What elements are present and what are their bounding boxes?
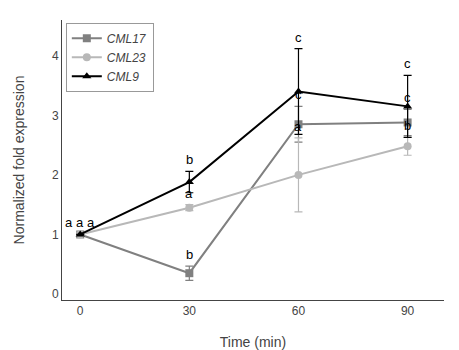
svg-text:c: c — [404, 56, 411, 71]
svg-text:Normalized fold expression: Normalized fold expression — [11, 76, 27, 245]
svg-text:a: a — [76, 215, 84, 230]
svg-text:1: 1 — [52, 228, 59, 242]
svg-text:b: b — [404, 118, 411, 133]
svg-text:c: c — [295, 87, 302, 102]
svg-text:0: 0 — [77, 304, 84, 318]
svg-text:CML17: CML17 — [107, 32, 147, 46]
svg-text:4: 4 — [52, 49, 59, 63]
svg-text:a: a — [185, 186, 193, 201]
svg-text:Time (min): Time (min) — [220, 334, 286, 350]
svg-text:0: 0 — [52, 287, 59, 301]
svg-text:CML9: CML9 — [107, 70, 139, 84]
svg-text:30: 30 — [183, 304, 197, 318]
svg-text:CML23: CML23 — [107, 51, 146, 65]
svg-text:90: 90 — [401, 304, 415, 318]
svg-text:c: c — [404, 90, 411, 105]
svg-text:2: 2 — [52, 168, 59, 182]
svg-text:b: b — [186, 247, 193, 262]
svg-text:3: 3 — [52, 109, 59, 123]
svg-text:b: b — [186, 152, 193, 167]
svg-text:c: c — [295, 30, 302, 45]
svg-text:60: 60 — [292, 304, 306, 318]
svg-text:a: a — [294, 119, 302, 134]
svg-text:a: a — [65, 215, 73, 230]
svg-text:a: a — [87, 215, 95, 230]
